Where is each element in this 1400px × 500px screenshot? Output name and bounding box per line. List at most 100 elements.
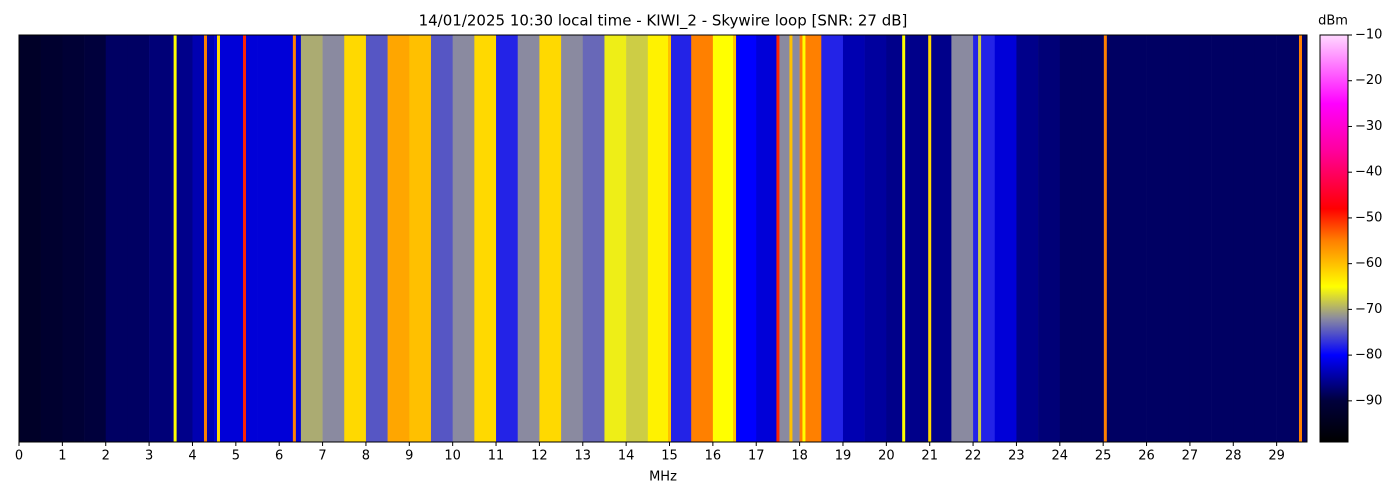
carrier [173, 35, 177, 442]
spectrum-band [517, 35, 540, 442]
spectrum-band [387, 35, 410, 442]
colorbar-tick-label: −50 [1355, 210, 1382, 225]
x-tick-label: 6 [275, 449, 283, 464]
spectrum-band [691, 35, 714, 442]
x-tick-label: 13 [574, 449, 591, 464]
spectrum-band [300, 35, 323, 442]
carrier [216, 35, 220, 442]
x-tick-label: 15 [661, 449, 678, 464]
x-tick-label: 0 [15, 449, 23, 464]
carrier [243, 35, 247, 442]
carrier [978, 35, 982, 442]
carrier [292, 35, 296, 442]
x-tick-label: 28 [1225, 449, 1242, 464]
spectrum-band [1233, 35, 1256, 442]
x-tick-label: 17 [748, 449, 765, 464]
colorbar-label: dBm [1318, 14, 1348, 29]
spectrum-band [1298, 35, 1307, 442]
spectrum-band [1189, 35, 1212, 442]
carrier [776, 35, 780, 442]
spectrum-band [842, 35, 865, 442]
spectrum-band [1276, 35, 1299, 442]
x-tick-label: 12 [531, 449, 548, 464]
spectrum-band [192, 35, 215, 442]
spectrum-band [756, 35, 779, 442]
spectrum-band [279, 35, 302, 442]
spectrum-band [712, 35, 735, 442]
spectrum-band [1081, 35, 1104, 442]
spectrum-band [452, 35, 475, 442]
x-tick-label: 23 [1008, 449, 1025, 464]
spectrum-band [1016, 35, 1039, 442]
x-tick-label: 24 [1052, 449, 1069, 464]
spectrum-band [344, 35, 367, 442]
spectrum-band [1146, 35, 1169, 442]
colorbar-tick-label: −10 [1355, 28, 1382, 43]
carrier [789, 35, 793, 442]
spectrum-band [496, 35, 519, 442]
x-axis-label: MHz [649, 470, 677, 485]
spectrum-band [734, 35, 757, 442]
spectrum-band [1211, 35, 1234, 442]
plot-frame [18, 34, 1308, 443]
x-tick-label: 26 [1138, 449, 1155, 464]
spectrum-band [1103, 35, 1126, 442]
x-tick-label: 3 [145, 449, 153, 464]
spectrum-band [409, 35, 432, 442]
spectrum-band [1254, 35, 1277, 442]
spectrum-band [1038, 35, 1061, 442]
x-tick-label: 22 [965, 449, 982, 464]
spectrum-band [127, 35, 150, 442]
x-tick-label: 16 [705, 449, 722, 464]
spectrum-band [1124, 35, 1147, 442]
carrier [1103, 35, 1107, 442]
x-tick-label: 27 [1182, 449, 1199, 464]
x-tick-label: 20 [878, 449, 895, 464]
x-tick-label: 7 [318, 449, 326, 464]
x-tick-label: 29 [1268, 449, 1285, 464]
spectrum-band [647, 35, 670, 442]
spectrum-band [105, 35, 128, 442]
spectrum-band [62, 35, 85, 442]
spectrum-band [604, 35, 627, 442]
colorbar-tick-label: −60 [1355, 256, 1382, 271]
spectrum-band [322, 35, 345, 442]
x-tick-label: 5 [232, 449, 240, 464]
colorbar-tick-label: −90 [1355, 393, 1382, 408]
carrier [203, 35, 207, 442]
spectrum-band [1168, 35, 1191, 442]
spectrum-band [994, 35, 1017, 442]
x-tick-label: 21 [921, 449, 938, 464]
colorbar-tick-label: −80 [1355, 348, 1382, 363]
colorbar-tick-label: −20 [1355, 73, 1382, 88]
spectrum-band [582, 35, 605, 442]
spectrum-band [19, 35, 41, 442]
spectrum-band [430, 35, 453, 442]
colorbar-tick-label: −30 [1355, 119, 1382, 134]
carrier [1298, 35, 1302, 442]
spectrum-band [474, 35, 497, 442]
chart-title: 14/01/2025 10:30 local time - KIWI_2 - S… [419, 12, 908, 31]
x-tick-label: 11 [488, 449, 505, 464]
spectrum-band [908, 35, 931, 442]
colorbar [1319, 34, 1349, 443]
x-tick-label: 14 [618, 449, 635, 464]
x-tick-label: 25 [1095, 449, 1112, 464]
spectrum-band [235, 35, 258, 442]
x-tick-label: 8 [362, 449, 370, 464]
spectrum-band [626, 35, 649, 442]
spectrum-band [149, 35, 172, 442]
x-tick-label: 9 [405, 449, 413, 464]
spectrum-band [84, 35, 107, 442]
x-tick-label: 10 [444, 449, 461, 464]
spectrum-band [777, 35, 800, 442]
spectrum-band [365, 35, 388, 442]
spectrum-band [821, 35, 844, 442]
colorbar-tick-label: −70 [1355, 302, 1382, 317]
x-tick-label: 1 [58, 449, 66, 464]
plot-area [19, 35, 1307, 442]
carrier [902, 35, 906, 442]
spectrum-band [973, 35, 996, 442]
x-tick-label: 18 [791, 449, 808, 464]
